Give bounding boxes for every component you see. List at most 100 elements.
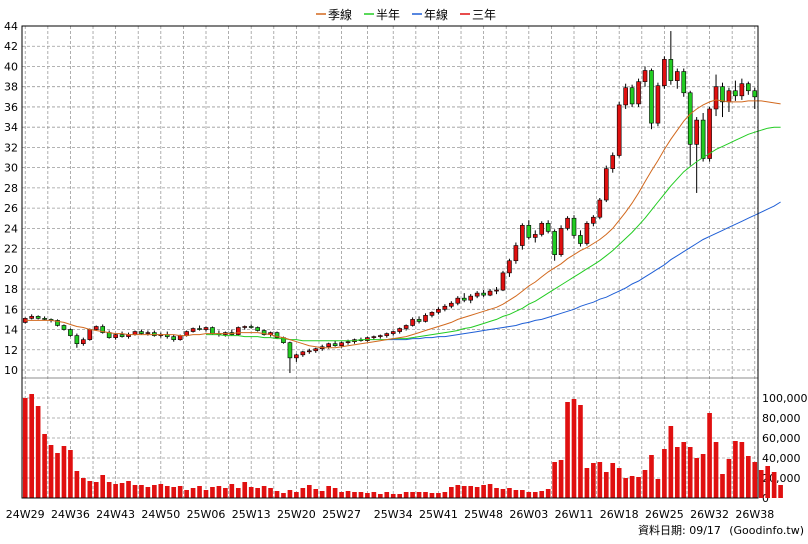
candle-body-93 bbox=[623, 87, 628, 106]
candle-28 bbox=[203, 326, 209, 332]
candle-body-39 bbox=[274, 332, 280, 338]
candle-67 bbox=[455, 296, 461, 306]
volume-tick-2: 40,000 bbox=[762, 452, 801, 465]
candle-92 bbox=[616, 101, 622, 158]
moving-average-lines bbox=[25, 99, 781, 349]
volume-bar-22 bbox=[164, 486, 170, 498]
x-tick-26W03: 26W03 bbox=[509, 508, 548, 521]
candle-body-77 bbox=[520, 225, 525, 246]
volume-bar-73 bbox=[494, 488, 499, 498]
chart-grid bbox=[22, 26, 758, 498]
x-tick-26W25: 26W25 bbox=[645, 508, 684, 521]
candle-body-96 bbox=[642, 70, 648, 82]
volume-bar-33 bbox=[235, 488, 241, 498]
volume-bar-94 bbox=[629, 476, 635, 498]
candle-body-10 bbox=[87, 329, 93, 340]
candle-100 bbox=[668, 31, 674, 85]
candle-26 bbox=[190, 327, 196, 333]
price-tick-44: 44 bbox=[4, 20, 18, 33]
volume-bar-83 bbox=[558, 460, 564, 498]
candle-body-23 bbox=[171, 336, 177, 340]
x-tick-25W27: 25W27 bbox=[322, 508, 361, 521]
x-tick-24W50: 24W50 bbox=[141, 508, 180, 521]
candle-body-102 bbox=[681, 71, 687, 94]
candle-18 bbox=[139, 329, 144, 335]
candle-body-49 bbox=[339, 342, 344, 347]
candle-89 bbox=[597, 198, 603, 220]
candle-body-26 bbox=[190, 328, 196, 332]
candle-83 bbox=[558, 225, 564, 257]
candle-88 bbox=[591, 215, 596, 227]
x-tick-25W13: 25W13 bbox=[232, 508, 271, 521]
candle-body-24 bbox=[177, 335, 183, 340]
candle-body-14 bbox=[113, 334, 118, 338]
candle-body-80 bbox=[539, 222, 545, 235]
candle-14 bbox=[113, 333, 118, 340]
candle-body-86 bbox=[578, 235, 583, 244]
candle-82 bbox=[552, 229, 557, 261]
volume-bar-19 bbox=[145, 487, 151, 498]
volume-bar-11 bbox=[93, 482, 99, 498]
candle-body-105 bbox=[700, 119, 706, 159]
candle-93 bbox=[623, 83, 628, 109]
volume-bar-104 bbox=[694, 458, 699, 498]
candle-body-68 bbox=[461, 297, 467, 301]
x-tick-26W11: 26W11 bbox=[555, 508, 594, 521]
candle-body-106 bbox=[707, 108, 712, 159]
volume-bar-21 bbox=[158, 484, 164, 498]
candle-body-99 bbox=[662, 59, 667, 86]
volume-bar-108 bbox=[720, 474, 725, 498]
candle-36 bbox=[255, 326, 260, 332]
candle-body-6 bbox=[61, 325, 67, 330]
volume-bar-26 bbox=[190, 488, 196, 498]
volume-bar-3 bbox=[42, 434, 47, 498]
volume-bar-43 bbox=[300, 488, 306, 498]
volume-bar-59 bbox=[403, 492, 409, 498]
candle-body-37 bbox=[261, 330, 267, 335]
candle-35 bbox=[248, 324, 254, 329]
candle-78 bbox=[526, 220, 532, 240]
candle-body-81 bbox=[545, 222, 551, 232]
volume-bar-87 bbox=[584, 468, 590, 498]
volume-bar-111 bbox=[739, 442, 745, 498]
candle-101 bbox=[674, 68, 680, 89]
price-tick-32: 32 bbox=[4, 141, 18, 154]
price-tick-18: 18 bbox=[4, 283, 18, 296]
price-tick-10: 10 bbox=[4, 364, 18, 377]
volume-bar-8 bbox=[74, 471, 80, 498]
candle-106 bbox=[707, 106, 712, 162]
x-tick-24W29: 24W29 bbox=[6, 508, 45, 521]
candle-body-8 bbox=[74, 335, 80, 344]
price-tick-28: 28 bbox=[4, 182, 18, 195]
volume-bar-52 bbox=[358, 492, 364, 498]
volume-bar-91 bbox=[610, 463, 616, 498]
candle-85 bbox=[571, 215, 577, 239]
volume-bar-45 bbox=[313, 489, 319, 498]
volume-bar-93 bbox=[623, 478, 628, 498]
candle-body-44 bbox=[306, 350, 312, 353]
x-tick-25W41: 25W41 bbox=[419, 508, 458, 521]
candle-body-73 bbox=[494, 289, 499, 292]
candle-body-33 bbox=[235, 327, 241, 335]
candle-body-5 bbox=[55, 320, 60, 326]
volume-bar-36 bbox=[255, 488, 260, 498]
candle-body-79 bbox=[532, 234, 538, 238]
candle-2 bbox=[35, 315, 41, 320]
candle-body-50 bbox=[345, 341, 351, 343]
volume-bar-105 bbox=[700, 454, 706, 498]
volume-bar-14 bbox=[113, 484, 118, 498]
candle-75 bbox=[507, 258, 512, 277]
volume-bar-9 bbox=[81, 478, 86, 498]
data-date-footnote: 資料日期: 09/17 bbox=[638, 523, 721, 537]
volume-tick-4: 80,000 bbox=[762, 412, 801, 425]
candle-body-103 bbox=[687, 92, 693, 145]
candle-3 bbox=[42, 316, 47, 321]
candle-body-112 bbox=[746, 83, 751, 92]
candle-60 bbox=[410, 317, 415, 327]
candle-body-82 bbox=[552, 231, 557, 255]
volume-bar-70 bbox=[474, 487, 480, 498]
candle-body-78 bbox=[526, 225, 532, 238]
candle-105 bbox=[700, 113, 706, 162]
price-tick-42: 42 bbox=[4, 40, 18, 53]
candle-56 bbox=[384, 332, 390, 338]
